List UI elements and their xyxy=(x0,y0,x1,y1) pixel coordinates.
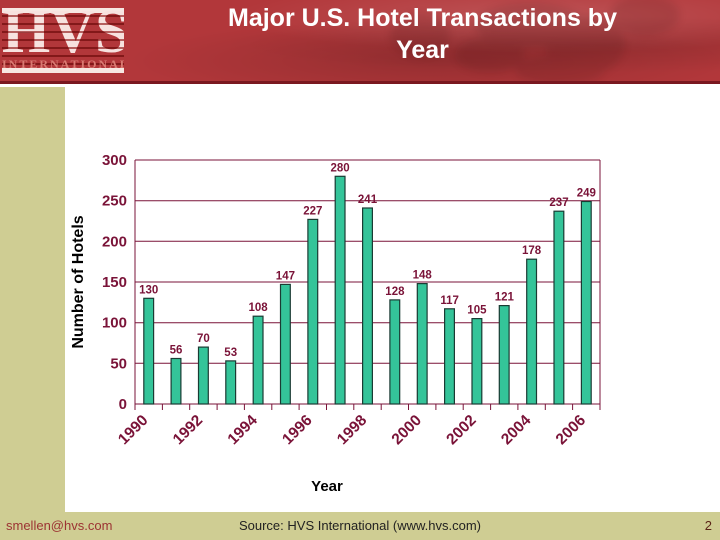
svg-text:130: 130 xyxy=(139,284,158,296)
svg-text:128: 128 xyxy=(385,286,405,298)
svg-text:227: 227 xyxy=(303,205,322,217)
svg-text:249: 249 xyxy=(577,188,596,200)
svg-text:117: 117 xyxy=(440,295,459,307)
svg-text:100: 100 xyxy=(102,315,127,332)
svg-text:237: 237 xyxy=(549,197,568,209)
svg-text:241: 241 xyxy=(358,194,378,206)
svg-text:2002: 2002 xyxy=(443,412,479,448)
svg-text:53: 53 xyxy=(224,347,237,359)
svg-text:148: 148 xyxy=(413,270,433,282)
svg-text:105: 105 xyxy=(467,305,487,317)
svg-text:1990: 1990 xyxy=(115,412,151,448)
svg-text:108: 108 xyxy=(249,302,269,314)
svg-text:280: 280 xyxy=(331,162,350,174)
svg-text:200: 200 xyxy=(102,233,127,250)
svg-text:2004: 2004 xyxy=(498,412,535,449)
svg-text:178: 178 xyxy=(522,245,542,257)
svg-text:56: 56 xyxy=(170,345,183,357)
svg-text:300: 300 xyxy=(102,152,127,169)
svg-text:147: 147 xyxy=(276,270,295,282)
svg-text:1996: 1996 xyxy=(279,412,316,449)
svg-text:1992: 1992 xyxy=(170,412,206,448)
svg-text:250: 250 xyxy=(102,193,127,210)
svg-text:1998: 1998 xyxy=(334,412,371,449)
svg-text:0: 0 xyxy=(119,396,127,413)
svg-text:70: 70 xyxy=(197,333,210,345)
svg-text:121: 121 xyxy=(495,292,515,304)
svg-text:2006: 2006 xyxy=(553,412,590,449)
svg-text:1994: 1994 xyxy=(225,412,262,449)
svg-text:150: 150 xyxy=(102,274,127,291)
svg-text:2000: 2000 xyxy=(389,412,425,448)
svg-text:50: 50 xyxy=(110,355,127,372)
